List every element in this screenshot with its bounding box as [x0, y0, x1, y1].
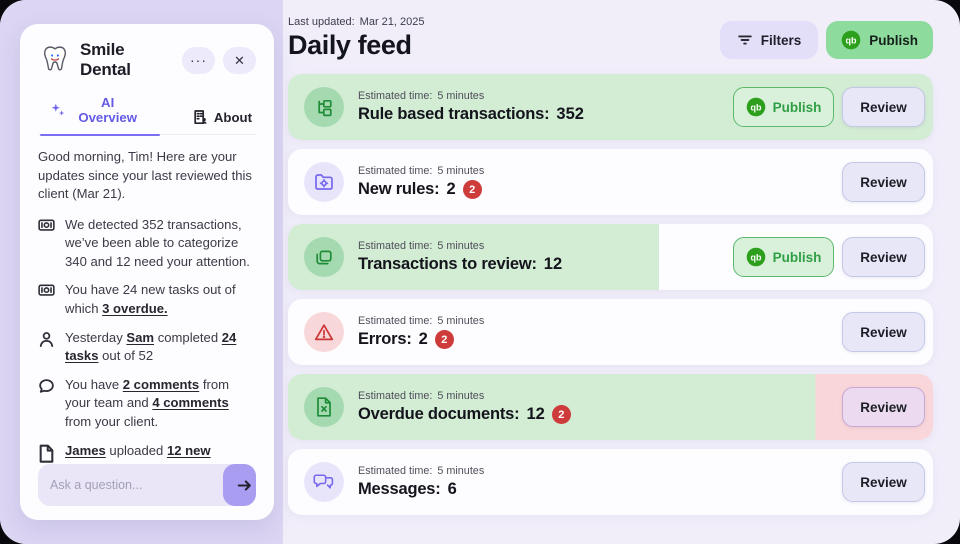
cash-icon: [38, 283, 55, 300]
main-header: Last updated: Mar 21, 2025 Daily feed Fi…: [288, 16, 933, 61]
tab-about[interactable]: About: [190, 109, 254, 134]
svg-text:qb: qb: [750, 102, 761, 112]
updates-list: We detected 352 transactions, we’ve been…: [38, 216, 256, 463]
last-updated-date: Mar 21, 2025: [359, 16, 425, 28]
tab-ai-overview[interactable]: AI Overview: [40, 95, 160, 136]
tooth-logo: [38, 43, 72, 77]
estimated-time: Estimated time: 5 minutes: [358, 165, 485, 177]
warning-icon: [313, 321, 335, 343]
feed-card-overdue-documents: Estimated time: 5 minutes Overdue docume…: [288, 374, 933, 440]
send-question-button[interactable]: [223, 464, 256, 506]
filter-icon: [737, 33, 753, 47]
publish-all-button[interactable]: qb Publish: [826, 21, 933, 59]
more-options-button[interactable]: ···: [182, 46, 215, 74]
chat-bubbles-icon: [313, 471, 335, 493]
tab-label: About: [213, 109, 252, 125]
update-text: Yesterday Sam completed 24 tasks out of …: [65, 329, 237, 364]
ai-panel: Smile Dental ··· ✕ AI Overview About: [20, 24, 274, 520]
update-item: You have 24 new tasks out of which 3 ove…: [38, 281, 256, 318]
card-title: Rule based transactions:: [358, 105, 550, 123]
update-text: You have 24 new tasks out of which 3 ove…: [65, 282, 236, 317]
last-updated: Last updated: Mar 21, 2025: [288, 16, 425, 28]
feed-card-rule-based-transactions: Estimated time: 5 minutes Rule based tra…: [288, 74, 933, 140]
card-title: Overdue documents:: [358, 405, 520, 423]
update-item: You have 2 comments from your team and 4…: [38, 376, 256, 432]
panel-tabs: AI Overview About: [38, 95, 256, 136]
sparkles-icon: [50, 102, 65, 118]
comment-icon: [38, 378, 55, 395]
estimated-time: Estimated time: 5 minutes: [358, 90, 485, 102]
review-button[interactable]: Review: [842, 462, 925, 502]
qb-icon: qb: [746, 247, 766, 267]
card-count: 2: [418, 330, 428, 348]
card-title: Messages:: [358, 480, 441, 498]
filters-button[interactable]: Filters: [719, 21, 819, 59]
alert-badge: 2: [434, 330, 454, 349]
ask-question-input[interactable]: [38, 478, 223, 492]
svg-text:qb: qb: [750, 252, 761, 262]
publish-button[interactable]: qb Publish: [733, 87, 834, 127]
card-count: 2: [446, 180, 456, 198]
estimated-time: Estimated time: 5 minutes: [358, 390, 485, 402]
card-count: 12: [526, 405, 545, 423]
card-count: 12: [543, 255, 563, 273]
sidebar-column: Smile Dental ··· ✕ AI Overview About: [0, 0, 283, 544]
update-text: James uploaded 12 new: [65, 442, 211, 458]
person-icon: [38, 331, 55, 348]
greeting-text: Good morning, Tim! Here are your updates…: [38, 149, 252, 202]
estimated-time: Estimated time: 5 minutes: [358, 240, 485, 252]
feed-card-errors: Estimated time: 5 minutes Errors: 2 2 Re…: [288, 299, 933, 365]
review-button[interactable]: Review: [842, 87, 925, 127]
close-icon: ✕: [234, 53, 245, 68]
feed-card-new-rules: Estimated time: 5 minutes New rules: 2 2…: [288, 149, 933, 215]
card-title: Transactions to review:: [358, 255, 537, 273]
copy-folders-icon: [313, 246, 335, 268]
file-x-icon: [313, 396, 335, 418]
update-item: James uploaded 12 new: [38, 442, 256, 463]
main-area: Last updated: Mar 21, 2025 Daily feed Fi…: [283, 0, 960, 544]
review-button[interactable]: Review: [842, 387, 925, 427]
folder-gear-icon: [313, 171, 335, 193]
publish-button[interactable]: qb Publish: [733, 237, 834, 277]
alert-badge: 2: [551, 405, 571, 424]
update-text: We detected 352 transactions, we’ve been…: [65, 216, 250, 269]
estimated-time: Estimated time: 5 minutes: [358, 315, 485, 327]
estimated-time: Estimated time: 5 minutes: [358, 465, 485, 477]
arrow-right-icon: [236, 477, 253, 494]
building-icon: [192, 109, 208, 125]
review-button[interactable]: Review: [842, 237, 925, 277]
card-count: 6: [447, 480, 457, 498]
ask-question-box: [38, 464, 256, 506]
update-item: Yesterday Sam completed 24 tasks out of …: [38, 329, 256, 366]
ai-panel-header: Smile Dental ··· ✕: [38, 40, 256, 80]
card-count: 352: [556, 105, 584, 123]
client-name: Smile Dental: [80, 40, 131, 79]
review-button[interactable]: Review: [842, 312, 925, 352]
svg-text:qb: qb: [846, 35, 857, 45]
card-title: New rules:: [358, 180, 440, 198]
qb-icon: qb: [841, 30, 861, 50]
rule-tree-icon: [313, 96, 335, 118]
feed-card-list: Estimated time: 5 minutes Rule based tra…: [288, 74, 933, 515]
page-title: Daily feed: [288, 30, 412, 60]
feed-card-transactions-to-review: Estimated time: 5 minutes Transactions t…: [288, 224, 933, 290]
ai-overview-content: Good morning, Tim! Here are your updates…: [38, 135, 256, 464]
ellipsis-icon: ···: [190, 52, 207, 68]
cash-icon: [38, 218, 55, 235]
document-icon: [38, 444, 55, 463]
review-button[interactable]: Review: [842, 162, 925, 202]
update-item: We detected 352 transactions, we’ve been…: [38, 216, 256, 272]
card-title: Errors:: [358, 330, 412, 348]
tab-label: AI Overview: [78, 95, 137, 125]
alert-badge: 2: [462, 180, 482, 199]
update-text: You have 2 comments from your team and 4…: [65, 376, 230, 429]
qb-icon: qb: [746, 97, 766, 117]
feed-card-messages: Estimated time: 5 minutes Messages: 6 Re…: [288, 449, 933, 515]
close-panel-button[interactable]: ✕: [223, 46, 256, 74]
